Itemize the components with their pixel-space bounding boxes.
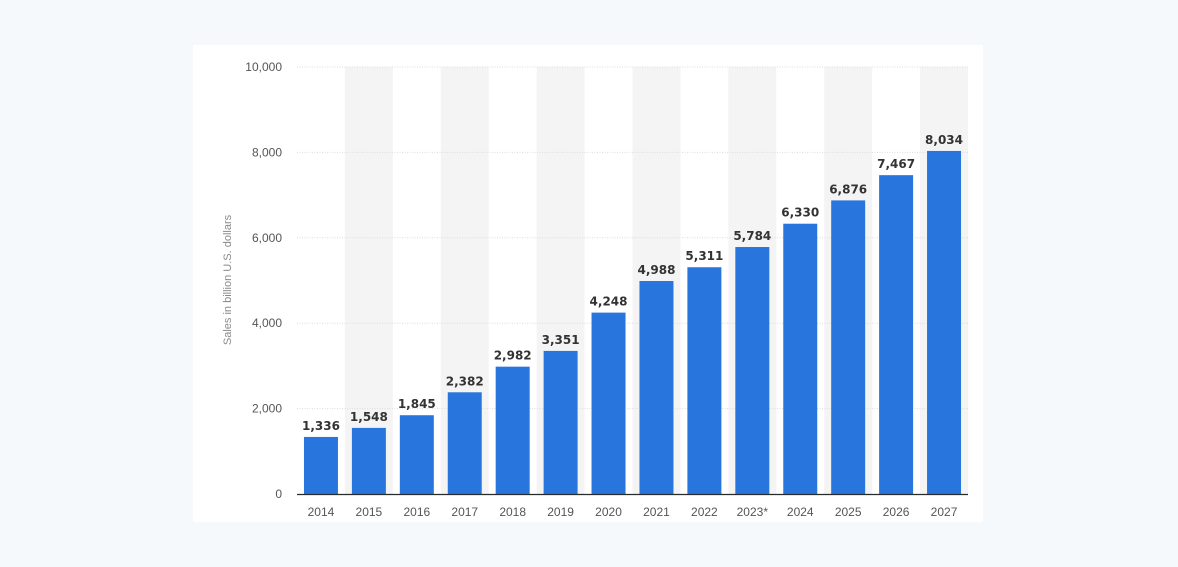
x-tick-label: 2025 (835, 505, 862, 519)
bar (879, 175, 914, 494)
bar (735, 247, 770, 494)
bar (783, 223, 818, 495)
y-axis-ticks: 0 2,000 4,000 6,000 8,000 10,000 (245, 60, 282, 501)
bar (831, 200, 866, 494)
bar (543, 350, 578, 494)
bar (639, 281, 674, 494)
x-tick-label: 2015 (356, 505, 383, 519)
x-tick-label: 2023* (737, 505, 769, 519)
bar (927, 150, 962, 495)
x-tick-label: 2016 (403, 505, 430, 519)
bar (447, 392, 482, 494)
bar (495, 366, 530, 494)
x-tick-label: 2019 (547, 505, 574, 519)
bar (591, 312, 626, 494)
data-label: 8,034 (925, 133, 963, 147)
y-tick-label: 2,000 (252, 402, 282, 416)
x-tick-label: 2026 (883, 505, 910, 519)
data-label: 6,330 (781, 206, 819, 220)
x-tick-label: 2017 (451, 505, 478, 519)
y-tick-label: 6,000 (252, 231, 282, 245)
data-label: 1,336 (302, 419, 340, 433)
y-tick-label: 4,000 (252, 316, 282, 330)
x-tick-label: 2022 (691, 505, 718, 519)
y-axis-title: Sales in billion U.S. dollars (222, 214, 234, 345)
x-tick-label: 2020 (595, 505, 622, 519)
column-band (344, 67, 393, 494)
bar (399, 415, 434, 494)
bar (303, 436, 338, 494)
bar (687, 267, 722, 494)
x-tick-label: 2014 (308, 505, 335, 519)
x-tick-label: 2024 (787, 505, 814, 519)
y-tick-label: 0 (275, 487, 282, 501)
x-tick-label: 2027 (931, 505, 958, 519)
x-tick-label: 2021 (643, 505, 670, 519)
data-label: 7,467 (877, 157, 915, 171)
data-label: 6,876 (829, 182, 867, 196)
bars (303, 150, 962, 495)
data-label: 2,982 (494, 349, 532, 363)
gridlines (297, 66, 968, 410)
data-label: 5,784 (733, 229, 771, 243)
data-label: 5,311 (685, 249, 723, 263)
data-label: 2,382 (446, 374, 484, 388)
x-tick-label: 2018 (499, 505, 526, 519)
data-label: 1,548 (350, 410, 388, 424)
data-label: 4,248 (590, 295, 628, 309)
data-labels: 1,336 1,548 1,845 2,382 2,982 3,351 4,248 4,988… (302, 133, 963, 433)
y-tick-label: 8,000 (252, 145, 282, 159)
data-label: 3,351 (542, 333, 580, 347)
bar (351, 427, 386, 494)
x-axis-ticks: 2014 2015 2016 2017 2018 2019 2020 2021 2022 2023… (308, 505, 958, 519)
y-tick-label: 10,000 (245, 60, 282, 74)
data-label: 4,988 (637, 263, 675, 277)
data-label: 1,845 (398, 397, 436, 411)
